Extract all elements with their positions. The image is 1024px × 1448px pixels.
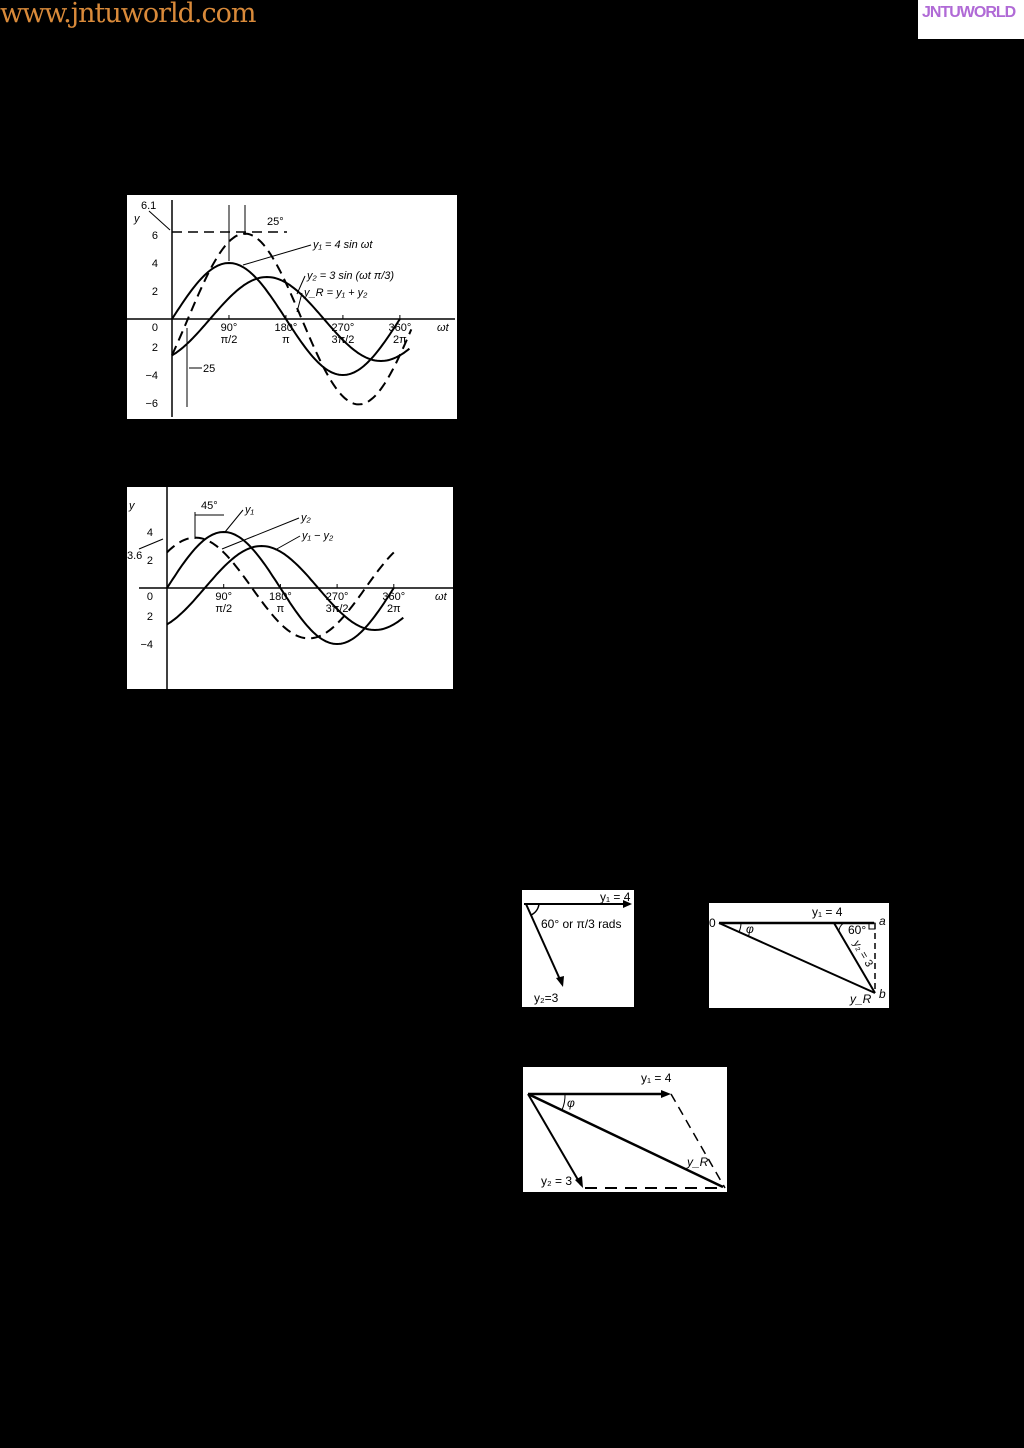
phasor-diagram-1: y₁ = 4 60° or π/3 rads y₂=3 [522, 890, 634, 1007]
phasor-yR [527, 1092, 724, 1189]
phasor-diagram-3: y₁ = 4 φ y_R y₂ = 3 [523, 1067, 727, 1192]
y-tick-label: 0 [152, 322, 158, 334]
label-yR: y_R [686, 1155, 709, 1169]
x-axis-label: ωt [437, 322, 450, 334]
label-y2: y₂ = 3 [850, 939, 875, 970]
logo: JNTUWORLD [918, 0, 1024, 39]
phasor-y2 [525, 903, 563, 985]
y-tick-label: 2 [152, 286, 158, 298]
leader-line [138, 538, 164, 550]
phasor-yR [718, 922, 876, 994]
leader-line [296, 292, 303, 313]
x-tick-label-deg: 270° [332, 322, 355, 334]
leader-line [296, 275, 306, 295]
y-tick-label: 2 [147, 611, 153, 623]
arrowhead-icon [556, 976, 564, 987]
figure-2-svg: yωt4202−490°π/2180°π270°3π/2360°2πy₁y₂y₁… [127, 487, 453, 689]
leader-line [148, 210, 171, 231]
arrowhead-icon [575, 1176, 583, 1188]
x-tick-label-rad: π [277, 603, 285, 615]
curve-label: y_R = y₁ + y₂ [303, 287, 368, 299]
y-tick-label: 0 [147, 591, 153, 603]
leader-line [242, 244, 312, 266]
x-tick-label-deg: 180° [275, 322, 298, 334]
curve-label: y₂ = 3 sin (ωt π/3) [306, 270, 394, 282]
label-y1: y₁ = 4 [600, 890, 631, 904]
site-url[interactable]: www.jntuworld.com [0, 0, 256, 29]
figure-1-svg: yωt64202−4−690°π/2180°π270°3π/2360°2πy₁ … [127, 200, 455, 417]
curve-label: y₁ = 4 sin ωt [312, 239, 373, 251]
angle-arc-phi [561, 1093, 566, 1111]
leader-line [221, 517, 300, 550]
curve-2 [171, 232, 413, 406]
curve-label: y₁ − y₂ [301, 530, 334, 542]
x-tick-label-deg: 180° [269, 591, 292, 603]
label-y1: y₁ = 4 [641, 1071, 672, 1085]
angle-arc-phi [738, 922, 742, 933]
y-tick-label: −4 [140, 639, 153, 651]
x-tick-label-rad: π/2 [221, 334, 238, 346]
curve-0 [166, 530, 395, 646]
leader-line [224, 509, 244, 533]
phasor-diagram-2: 0 y₁ = 4 φ 60° a b y₂ = 3 y_R [709, 903, 889, 1008]
label-phi: φ [567, 1096, 575, 1110]
label-origin: 0 [709, 916, 716, 930]
curve-0 [171, 261, 401, 377]
x-tick-label-deg: 90° [221, 322, 238, 334]
figure-1-waveforms: y ωt 6 4 2 0 2 −4 −6 90° π/2 180° π 270° 3π/2 360° 2π y₁ … [127, 195, 457, 419]
y-tick-label: 4 [147, 527, 153, 539]
label-angle: 60° or π/3 rads [541, 917, 621, 931]
y-tick-label: 2 [147, 555, 153, 567]
y-tick-label: 6 [152, 230, 158, 242]
x-tick-label-rad: π/2 [215, 603, 232, 615]
angle-arc-60 [838, 922, 845, 933]
x-tick-label-rad: 2π [393, 334, 407, 346]
label-y1: y₁ = 4 [812, 905, 843, 919]
peak-label: 6.1 [141, 200, 156, 212]
y-tick-label: 2 [152, 342, 158, 354]
arrowhead-icon [661, 1090, 671, 1098]
y-axis-label: y [133, 213, 141, 225]
x-tick-label-rad: π [282, 334, 290, 346]
angle-arc [530, 903, 540, 916]
x-tick-label-deg: 360° [388, 322, 411, 334]
peak-label: 3.6 [127, 550, 142, 562]
curve-label: y₁ [244, 504, 255, 516]
curve-label: y₂ [300, 512, 312, 524]
y-axis-label: y [128, 500, 136, 512]
figure-2-waveforms: y ωt 4 2 0 2 −4 90° π/2 180° π 270° 3π/2 360° 2π y₁ y₂ y₁… [127, 487, 453, 689]
right-angle-marker [868, 922, 876, 930]
x-axis-label: ωt [435, 591, 448, 603]
dashed-parallel-y2 [670, 1093, 726, 1189]
x-tick-label-rad: 2π [387, 603, 401, 615]
x-tick-label-deg: 90° [215, 591, 232, 603]
logo-text: JNTUWORLD [922, 4, 1016, 21]
leader-line [274, 535, 301, 551]
y-tick-label: 4 [152, 258, 158, 270]
curve-1 [171, 275, 411, 363]
x-tick-label-deg: 270° [326, 591, 349, 603]
y-tick-label: −4 [145, 370, 158, 382]
phasor-y2 [527, 1093, 582, 1186]
shift-label: 45° [201, 500, 218, 512]
phasor-y2 [833, 922, 876, 994]
x-tick-label-deg: 360° [382, 591, 405, 603]
label-60: 60° [848, 923, 866, 937]
label-a: a [879, 914, 886, 928]
label-y2: y₂ = 3 [541, 1174, 572, 1188]
label-b: b [879, 987, 886, 1001]
label-phi: φ [746, 922, 754, 936]
curve-1 [166, 544, 404, 632]
arrowhead-icon [623, 900, 632, 908]
shift-label-top: 25° [267, 216, 284, 228]
y-tick-label: −6 [145, 398, 158, 410]
label-yR: y_R [849, 992, 872, 1006]
label-y2: y₂=3 [534, 991, 559, 1005]
shift-label-bottom: 25 [203, 363, 215, 375]
